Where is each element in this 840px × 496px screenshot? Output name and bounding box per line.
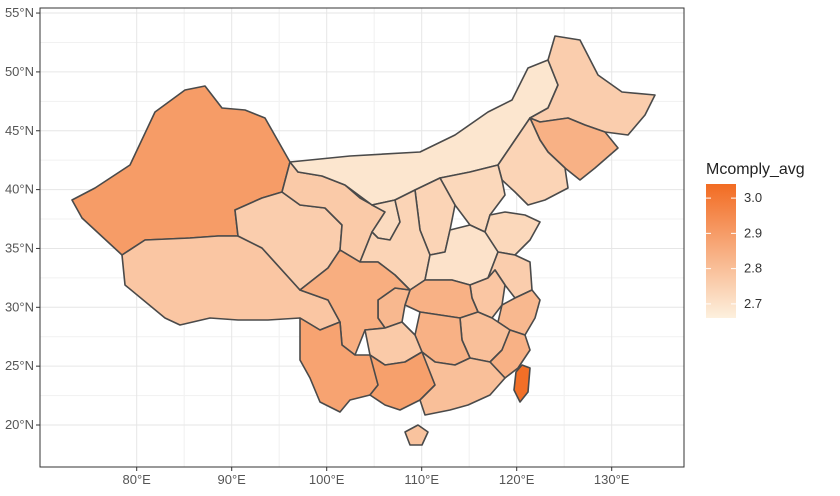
y-tick-label: 45°N — [5, 123, 34, 138]
x-tick-label: 90°E — [218, 472, 247, 487]
y-tick-label: 30°N — [5, 299, 34, 314]
region-fujian — [489, 329, 531, 379]
x-tick-label: 110°E — [404, 472, 439, 487]
y-tick-label: 25°N — [5, 358, 34, 373]
region-taiwan — [513, 364, 531, 403]
x-tick-label: 80°E — [123, 472, 152, 487]
x-tick-label: 120°E — [499, 472, 535, 487]
legend-ticks: 3.0 2.9 2.8 2.7 — [706, 190, 762, 311]
x-tick-label: 100°E — [309, 472, 345, 487]
legend-tick-label: 3.0 — [744, 190, 762, 205]
legend-tick-label: 2.7 — [744, 296, 762, 311]
x-tick-label: 130°E — [594, 472, 630, 487]
legend: Mcomply_avg 3.0 2.9 2.8 2.7 — [706, 161, 805, 318]
regions — [71, 35, 656, 446]
y-tick-label: 50°N — [5, 64, 34, 79]
legend-title: Mcomply_avg — [706, 161, 805, 178]
y-tick-label: 40°N — [5, 182, 34, 197]
y-tick-label: 20°N — [5, 417, 34, 432]
legend-tick-label: 2.9 — [744, 225, 762, 240]
plot-border — [39, 7, 685, 468]
region-guangdong — [419, 351, 506, 416]
y-axis-ticks: 20°N 25°N 30°N 35°N 40°N 45°N 50°N 55°N — [5, 5, 40, 432]
legend-colorbar — [706, 184, 736, 318]
region-heilongjiang — [529, 35, 656, 136]
y-tick-label: 55°N — [5, 5, 34, 20]
region-hainan — [404, 424, 429, 446]
region-hebei — [439, 164, 506, 233]
region-hubei — [404, 279, 479, 319]
y-tick-label: 35°N — [5, 240, 34, 255]
legend-tick-label: 2.8 — [744, 261, 762, 276]
x-axis-ticks: 80°E 90°E 100°E 110°E 120°E 130°E — [123, 467, 630, 487]
